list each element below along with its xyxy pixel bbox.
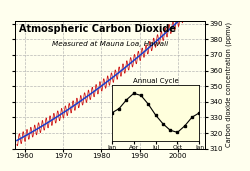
Y-axis label: Carbon dioxide concentration (ppmv): Carbon dioxide concentration (ppmv)	[226, 22, 232, 147]
Text: Measured at Mauna Loa, Hawaii: Measured at Mauna Loa, Hawaii	[52, 40, 168, 47]
Text: Atmospheric Carbon Dioxide: Atmospheric Carbon Dioxide	[19, 24, 176, 34]
